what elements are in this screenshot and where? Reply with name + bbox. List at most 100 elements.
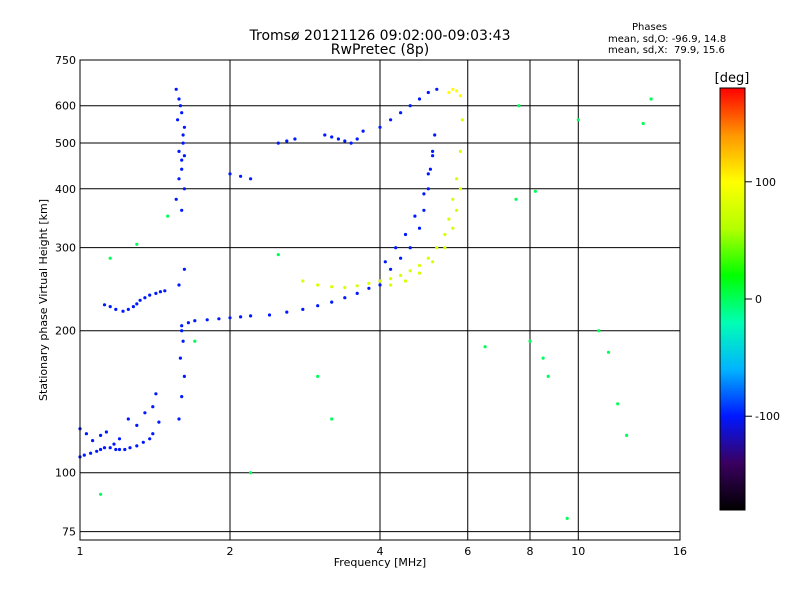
data-point [378,125,382,129]
data-point [193,319,197,323]
data-point [389,283,393,287]
data-point [99,492,103,496]
data-point [135,444,139,448]
data-point [166,214,170,218]
data-point [447,90,451,95]
data-point [239,315,243,319]
data-point [447,217,451,221]
y-axis-ticks: 75 100 200 300 400 500 600 750 [55,54,76,539]
data-point [330,417,334,421]
data-point [625,433,629,437]
chart-subtitle: RwPretec (8p) [330,42,430,58]
data-point [174,87,178,91]
data-point [177,283,181,287]
data-point [541,356,545,360]
data-point [182,374,186,378]
data-point [177,97,181,101]
x-tick-label: 6 [464,545,471,558]
data-point [422,192,426,196]
data-point [330,285,334,289]
y-tick-label: 100 [55,467,76,480]
data-point [301,279,305,283]
data-point [514,197,518,201]
x-axis-label: Frequency [MHz] [334,556,426,569]
data-point [126,417,130,421]
data-point [517,104,521,108]
data-point [228,316,232,320]
data-point [330,135,334,139]
data-point [180,208,184,212]
data-point [157,420,161,424]
x-tick-label: 4 [377,545,384,558]
data-point [451,87,455,91]
x-tick-label: 8 [527,545,534,558]
data-point [126,307,130,311]
data-point [546,374,550,378]
data-point [428,167,432,171]
data-point [422,208,426,212]
data-point [367,281,371,285]
data-point [426,172,430,176]
x-tick-label: 16 [673,545,687,558]
data-point [141,440,145,444]
data-point [399,273,403,277]
data-point [117,447,122,452]
data-point [451,226,455,230]
data-point [597,329,601,333]
data-point [180,324,184,328]
data-point [102,446,107,450]
phases-o-stats: mean, sd,O: -96.9, 14.8 [608,34,727,45]
colorbar-ticks: 100 0 -100 [745,176,780,423]
data-point [108,305,112,309]
data-point [121,309,125,313]
data-point [408,269,412,273]
data-point [249,314,253,318]
data-point [455,177,459,181]
data-point [249,471,253,475]
data-point [323,133,327,137]
data-point [180,111,184,115]
colorbar-tick-label: -100 [755,410,780,423]
data-point [443,246,447,250]
data-point [285,310,289,314]
data-point [174,197,178,201]
y-tick-label: 200 [55,325,76,338]
data-point [154,291,158,295]
data-point [336,137,340,141]
data-point [276,141,280,145]
data-point [249,177,253,181]
data-point [148,437,152,441]
x-axis-ticks: 1 2 4 6 8 10 16 [77,545,688,558]
data-point [355,137,359,141]
data-point [458,149,462,153]
data-point [458,187,462,191]
data-point [114,447,118,452]
data-point [378,279,382,283]
data-point [316,283,320,287]
phases-x-stats: mean, sd,X: 79.9, 15.6 [608,45,725,56]
data-point [458,94,462,98]
data-point [316,304,320,308]
data-point [431,154,435,158]
data-point [399,111,403,115]
y-tick-label: 300 [55,242,76,255]
data-point [426,187,430,191]
data-point [533,189,537,193]
colorbar-label: [deg] [715,71,750,86]
data-point [181,339,185,343]
data-point [99,447,103,452]
data-point [435,87,439,91]
data-point [102,303,107,307]
data-point [455,89,459,93]
data-point [112,442,116,446]
data-point [451,197,455,201]
data-point [293,137,297,141]
data-point [181,141,185,145]
data-point [528,339,532,343]
data-point [177,177,181,181]
data-point [460,118,464,122]
colorbar-tick-label: 100 [755,176,776,189]
data-point [193,339,197,343]
x-tick-label: 2 [227,545,234,558]
data-point [182,267,186,271]
